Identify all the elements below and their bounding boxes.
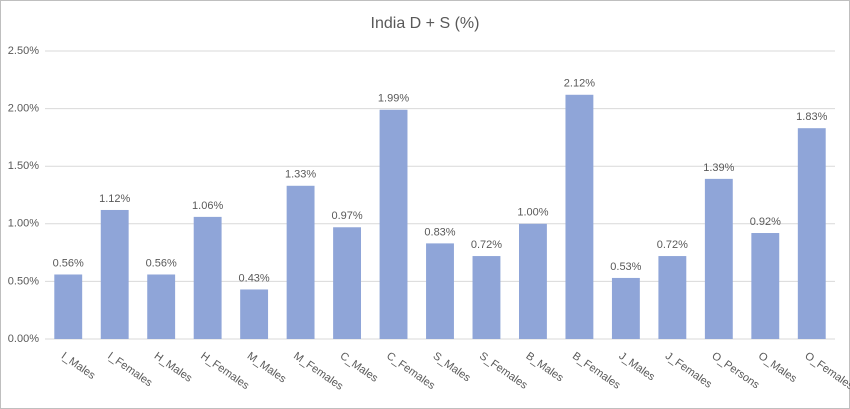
data-label: 0.43% <box>239 272 270 284</box>
data-label: 2.12% <box>564 78 595 90</box>
data-label: 1.06% <box>192 200 223 212</box>
y-tick-label: 0.50% <box>8 275 39 287</box>
y-tick-label: 2.00% <box>8 103 39 115</box>
y-tick-label: 0.00% <box>8 333 39 345</box>
bar <box>147 274 176 339</box>
bar <box>611 277 640 339</box>
data-label: 0.97% <box>331 210 362 222</box>
data-label: 0.56% <box>53 257 84 269</box>
data-label: 1.83% <box>796 111 827 123</box>
bar <box>240 289 269 339</box>
data-label: 0.53% <box>610 261 641 273</box>
bar <box>704 178 733 339</box>
bar <box>193 216 222 339</box>
data-label: 0.83% <box>424 226 455 238</box>
data-label: 0.72% <box>471 239 502 251</box>
data-label: 1.39% <box>703 162 734 174</box>
bar <box>519 223 547 339</box>
bar <box>797 128 826 339</box>
bar <box>54 274 83 339</box>
bar <box>333 227 361 339</box>
data-label: 0.92% <box>750 216 781 228</box>
bar <box>658 256 687 339</box>
y-tick-label: 2.50% <box>8 45 39 57</box>
bar <box>472 256 501 339</box>
bar <box>426 243 454 339</box>
bar <box>751 233 780 339</box>
chart-title: India D + S (%) <box>371 15 480 32</box>
bar <box>565 94 594 339</box>
data-label: 1.00% <box>517 207 548 219</box>
bar <box>379 109 408 339</box>
data-label: 1.33% <box>285 169 316 181</box>
bar <box>286 185 315 339</box>
data-label: 0.56% <box>146 257 177 269</box>
y-tick-label: 1.00% <box>8 218 39 230</box>
data-label: 0.72% <box>657 239 688 251</box>
bar <box>100 209 129 339</box>
data-label: 1.12% <box>99 193 130 205</box>
data-label: 1.99% <box>378 93 409 105</box>
y-tick-label: 1.50% <box>8 160 39 172</box>
